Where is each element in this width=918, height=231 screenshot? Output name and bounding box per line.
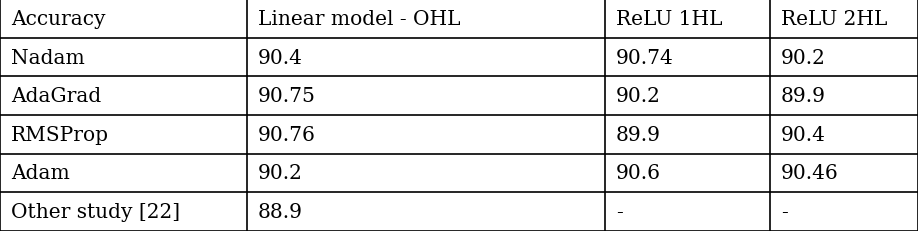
Text: -: -: [616, 202, 622, 221]
Text: AdaGrad: AdaGrad: [11, 87, 101, 106]
Text: 90.75: 90.75: [258, 87, 316, 106]
Text: ReLU 1HL: ReLU 1HL: [616, 10, 722, 29]
Text: 90.2: 90.2: [616, 87, 661, 106]
Text: 90.6: 90.6: [616, 164, 661, 183]
Text: ReLU 2HL: ReLU 2HL: [781, 10, 888, 29]
Text: Linear model - OHL: Linear model - OHL: [258, 10, 461, 29]
Text: Nadam: Nadam: [11, 48, 84, 67]
Text: Other study [22]: Other study [22]: [11, 202, 180, 221]
Text: 90.2: 90.2: [258, 164, 303, 183]
Text: 90.2: 90.2: [781, 48, 826, 67]
Text: RMSProp: RMSProp: [11, 125, 109, 144]
Text: Accuracy: Accuracy: [11, 10, 106, 29]
Text: -: -: [781, 202, 788, 221]
Text: 88.9: 88.9: [258, 202, 303, 221]
Text: 90.74: 90.74: [616, 48, 674, 67]
Text: 89.9: 89.9: [781, 87, 826, 106]
Text: 89.9: 89.9: [616, 125, 661, 144]
Text: 90.46: 90.46: [781, 164, 839, 183]
Text: 90.4: 90.4: [781, 125, 826, 144]
Text: Adam: Adam: [11, 164, 70, 183]
Text: 90.4: 90.4: [258, 48, 303, 67]
Text: 90.76: 90.76: [258, 125, 316, 144]
